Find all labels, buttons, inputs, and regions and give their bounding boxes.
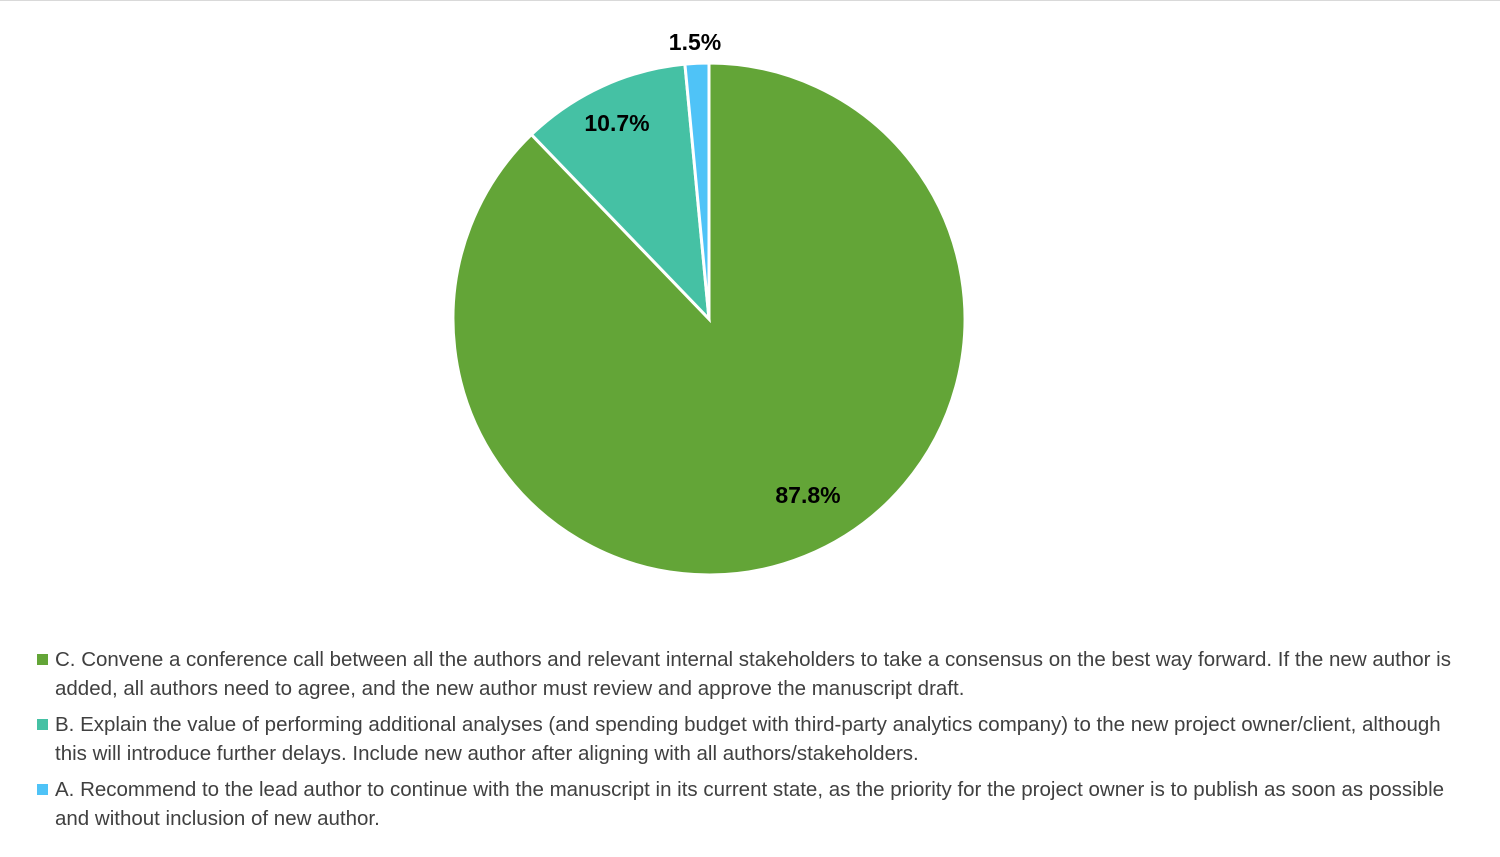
legend-label-b: B. Explain the value of performing addit… xyxy=(55,713,1441,765)
pie-data-labels: 87.8% 10.7% 1.5% xyxy=(584,29,840,508)
pie-slices xyxy=(451,61,967,577)
legend-label-a: A. Recommend to the lead author to conti… xyxy=(55,778,1445,830)
pie-slice-b xyxy=(529,62,711,324)
data-label-b: 10.7% xyxy=(584,110,649,136)
legend-item-a: A. Recommend to the lead author to conti… xyxy=(36,775,1471,833)
legend-label-c: C. Convene a conference call between all… xyxy=(55,648,1451,700)
legend-swatch-a xyxy=(37,784,48,795)
legend-swatch-c xyxy=(37,654,48,665)
legend-item-c: C. Convene a conference call between all… xyxy=(36,645,1471,703)
legend-item-b: B. Explain the value of performing addit… xyxy=(36,710,1471,768)
chart-border xyxy=(0,0,1500,1)
data-label-c: 87.8% xyxy=(775,482,840,508)
pie-slice-a xyxy=(683,61,711,320)
data-label-a: 1.5% xyxy=(669,29,721,55)
pie-chart: 87.8% 10.7% 1.5% xyxy=(451,29,967,577)
legend-swatch-b xyxy=(37,719,48,730)
legend: C. Convene a conference call between all… xyxy=(36,645,1471,840)
